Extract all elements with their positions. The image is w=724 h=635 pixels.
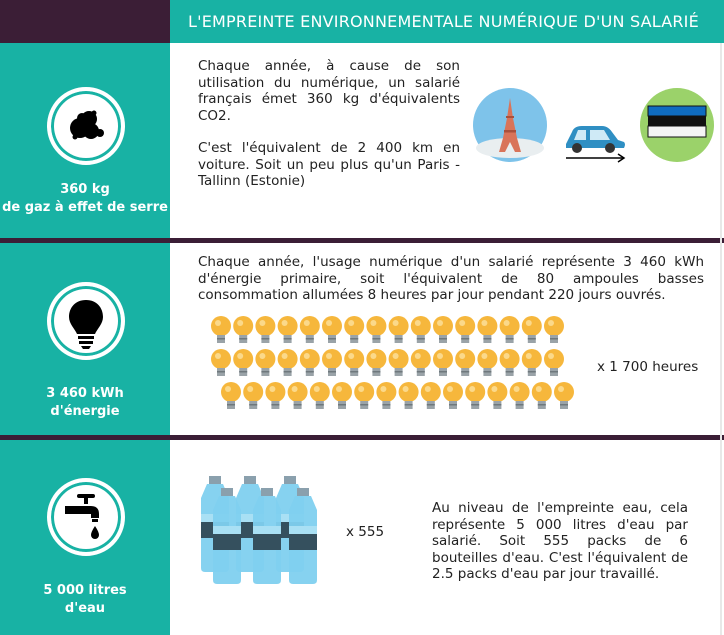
light-bulb-icon (322, 349, 342, 376)
light-bulb-icon (388, 316, 409, 343)
light-bulb-icon (265, 382, 286, 409)
light-bulb-icon (277, 316, 298, 343)
section-3-text: Au niveau de l'empreinte eau, cela repré… (432, 500, 688, 582)
light-bulb-icon (233, 316, 254, 343)
estonia-flag-icon (640, 88, 714, 162)
light-bulb-icon (255, 316, 276, 343)
light-bulb-icon (455, 349, 476, 376)
light-bulb-icon (410, 316, 431, 343)
section-divider (0, 435, 724, 440)
light-bulb-icon (477, 316, 498, 343)
light-bulb-icon (211, 349, 231, 376)
light-bulb-icon (309, 382, 330, 409)
light-bulb-icon (433, 316, 453, 343)
smoke-cloud-icon (70, 110, 104, 140)
light-bulb-icon (299, 316, 320, 343)
bottles-multiplier: x 555 (346, 524, 385, 540)
smoke-cloud-icon-circle (47, 87, 125, 165)
light-bulb-icon (366, 316, 387, 343)
light-bulb-icon (255, 349, 276, 376)
section-2-text: Chaque année, l'usage numérique d'un sal… (198, 254, 704, 303)
light-bulb-icon (521, 316, 542, 343)
light-bulb-icon (322, 316, 342, 343)
light-bulb-icon (366, 349, 387, 376)
light-bulb-icon (69, 300, 103, 349)
light-bulb-icon (531, 382, 552, 409)
light-bulb-icon (465, 382, 486, 409)
light-bulb-icon (344, 316, 365, 343)
water-tap-icon-circle (47, 478, 125, 556)
caption-unit: de gaz à effet de serre (2, 200, 168, 215)
light-bulb-icon (420, 382, 441, 409)
caption-unit: d'énergie (50, 404, 120, 419)
section-1-caption: 360 kg de gaz à effet de serre (0, 181, 170, 217)
car-icon (560, 118, 630, 166)
section-2-caption: 3 460 kWh d'énergie (0, 385, 170, 421)
light-bulb-icon (211, 316, 231, 343)
water-tap-icon (65, 494, 99, 539)
light-bulb-icon (455, 316, 476, 343)
light-bulb-icon (354, 382, 375, 409)
light-bulb-icon (388, 349, 409, 376)
right-edge (720, 43, 722, 635)
water-bottles-pack-icon (201, 476, 317, 584)
section-1-para-1: Chaque année, à cause de son utilisation… (198, 58, 460, 124)
light-bulb-icon (554, 382, 574, 409)
header-dark-block (0, 0, 170, 43)
bulbs-multiplier: x 1 700 heures (597, 359, 699, 375)
light-bulb-icon (376, 382, 397, 409)
light-bulb-icon (299, 349, 320, 376)
light-bulb-icon (243, 382, 264, 409)
light-bulb-icon (433, 349, 453, 376)
light-bulb-icon (477, 349, 498, 376)
light-bulb-icon (499, 316, 520, 343)
light-bulb-icon (443, 382, 463, 409)
caption-value: 5 000 litres (43, 583, 127, 598)
page-title: L'EMPREINTE ENVIRONNEMENTALE NUMÉRIQUE D… (170, 0, 724, 43)
light-bulb-icon (233, 349, 254, 376)
light-bulb-icon (410, 349, 431, 376)
bulbs-grid (211, 316, 574, 409)
light-bulb-icon (499, 349, 520, 376)
light-bulb-icon (521, 349, 542, 376)
light-bulb-icon (287, 382, 308, 409)
light-bulb-icon (544, 316, 564, 343)
light-bulb-icon (487, 382, 508, 409)
light-bulb-icon (221, 382, 241, 409)
eiffel-tower-icon (473, 88, 547, 162)
light-bulb-icon (544, 349, 564, 376)
caption-value: 3 460 kWh (46, 386, 124, 401)
caption-unit: d'eau (64, 601, 106, 616)
light-bulb-icon (277, 349, 298, 376)
section-1-text: Chaque année, à cause de son utilisation… (198, 58, 460, 190)
light-bulb-icon-circle (47, 282, 125, 360)
light-bulb-icon (509, 382, 530, 409)
light-bulb-icon (332, 382, 352, 409)
section-1-para-2: C'est l'équivalent de 2 400 km en voitur… (198, 140, 460, 189)
section-3-caption: 5 000 litres d'eau (0, 582, 170, 618)
section-divider (0, 238, 724, 243)
light-bulb-icon (398, 382, 419, 409)
caption-value: 360 kg (60, 182, 110, 197)
light-bulb-icon (344, 349, 365, 376)
